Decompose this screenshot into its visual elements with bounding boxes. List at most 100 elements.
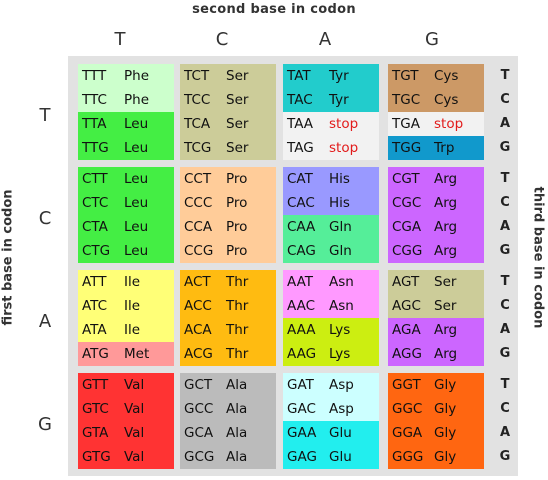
codon-label: ACA: [184, 322, 212, 338]
codon-row: GGT Gly: [392, 374, 456, 396]
codon-row: AGA Arg: [392, 319, 457, 341]
codon-row: GAT Asp: [287, 374, 354, 396]
codon-row: AAT Asn: [287, 271, 354, 293]
codon-block: GAT Asp GAC Asp GAA Glu GAG Glu: [283, 373, 379, 469]
amino-acid-swatch: [78, 421, 174, 445]
codon-row: CTC Leu: [82, 192, 148, 214]
amino-acid-label: Asp: [329, 401, 354, 417]
amino-acid-label: Cys: [434, 68, 459, 84]
amino-acid-swatch: [388, 239, 484, 263]
codon-row: TAT Tyr: [287, 65, 349, 87]
codon-block: TTT Phe TTC Phe TTA Leu TTG Leu: [78, 64, 174, 160]
codon-label: CCA: [184, 219, 213, 235]
codon-row: CAG Gln: [287, 240, 352, 262]
codon-block: AAT Asn AAC Asn AAA Lys AAG Lys: [283, 270, 379, 366]
codon-row: TCT Ser: [184, 65, 248, 87]
codon-row: GTA Val: [82, 422, 144, 444]
amino-acid-label: Ser: [434, 274, 457, 290]
codon-row: TTA Leu: [82, 113, 148, 135]
stop-label: stop: [434, 116, 464, 132]
codon-row: TGC Cys: [392, 89, 458, 111]
amino-acid-label: Arg: [434, 346, 458, 362]
stop-label: stop: [329, 116, 359, 132]
third-base-label: T: [500, 68, 510, 83]
codon-label: GTG: [82, 449, 111, 465]
second-base-G: G: [425, 29, 439, 50]
codon-row: CTT Leu: [82, 168, 148, 190]
amino-acid-swatch: [180, 342, 276, 366]
codon-row: GCT Ala: [184, 374, 247, 396]
amino-acid-label: Leu: [124, 140, 149, 156]
codon-row: CTG Leu: [82, 240, 148, 262]
codon-row: CGC Arg: [392, 192, 457, 214]
amino-acid-label: Lys: [329, 322, 351, 338]
codon-label: CCC: [184, 195, 213, 211]
codon-label: TGA: [392, 116, 420, 132]
amino-acid-swatch: [180, 397, 276, 421]
codon-row: TGT Cys: [392, 65, 458, 87]
amino-acid-swatch: [180, 270, 276, 294]
codon-label: ATG: [82, 346, 109, 362]
codon-row: AGG Arg: [392, 343, 457, 365]
codon-label: TTA: [82, 116, 107, 132]
codon-label: CGA: [392, 219, 422, 235]
amino-acid-label: Ser: [226, 68, 249, 84]
amino-acid-swatch: [180, 239, 276, 263]
codon-label: AAA: [287, 322, 316, 338]
codon-row: ATA Ile: [82, 319, 140, 341]
codon-label: GGA: [392, 425, 423, 441]
codon-block: GTT Val GTC Val GTA Val GTG Val: [78, 373, 174, 469]
third-base-label: G: [499, 243, 511, 258]
codon-label: GAA: [287, 425, 317, 441]
codon-row: AAC Asn: [287, 295, 354, 317]
codon-label: CGT: [392, 171, 420, 187]
amino-acid-label: Leu: [124, 219, 149, 235]
amino-acid-swatch: [180, 318, 276, 342]
codon-row: GCA Ala: [184, 422, 247, 444]
amino-acid-label: His: [329, 171, 350, 187]
second-base-title: second base in codon: [192, 2, 356, 17]
amino-acid-label: Pro: [226, 171, 248, 187]
amino-acid-swatch: [283, 397, 379, 421]
codon-label: ACC: [184, 298, 212, 314]
codon-label: ATT: [82, 274, 107, 290]
codon-row: TAG stop: [287, 137, 358, 159]
codon-row: AGC Ser: [392, 295, 456, 317]
amino-acid-swatch: [283, 64, 379, 88]
codon-label: ATC: [82, 298, 108, 314]
codon-row: CTA Leu: [82, 216, 148, 238]
amino-acid-label: Tyr: [329, 68, 349, 84]
codon-row: ACA Thr: [184, 319, 248, 341]
codon-label: TTC: [82, 92, 107, 108]
amino-acid-swatch: [388, 88, 484, 112]
codon-label: GCT: [184, 377, 213, 393]
codon-label: AAT: [287, 274, 314, 290]
codon-label: GTC: [82, 401, 109, 417]
codon-row: TAC Tyr: [287, 89, 349, 111]
codon-label: TAG: [287, 140, 314, 156]
amino-acid-label: Arg: [434, 243, 458, 259]
codon-label: AGG: [392, 346, 422, 362]
amino-acid-swatch: [78, 136, 174, 160]
first-base-A: A: [38, 311, 52, 332]
amino-acid-label: Val: [124, 449, 145, 465]
amino-acid-swatch: [283, 342, 379, 366]
amino-acid-swatch: [283, 136, 379, 160]
amino-acid-swatch: [283, 421, 379, 445]
amino-acid-label: Cys: [434, 92, 459, 108]
codon-block: CGT Arg CGC Arg CGA Arg CGG Arg: [388, 167, 484, 263]
amino-acid-label: Arg: [434, 195, 458, 211]
amino-acid-swatch: [180, 373, 276, 397]
amino-acid-swatch: [78, 445, 174, 469]
amino-acid-label: Asp: [329, 377, 354, 393]
codon-label: GAC: [287, 401, 316, 417]
third-base-label: C: [500, 401, 510, 416]
codon-label: TGC: [392, 92, 421, 108]
amino-acid-label: Asn: [329, 298, 354, 314]
codon-label: GCC: [184, 401, 214, 417]
amino-acid-label: Pro: [226, 243, 248, 259]
amino-acid-label: Ile: [124, 274, 141, 290]
second-base-A: A: [318, 29, 332, 50]
amino-acid-label: Ala: [226, 401, 248, 417]
codon-row: TGA stop: [392, 113, 463, 135]
